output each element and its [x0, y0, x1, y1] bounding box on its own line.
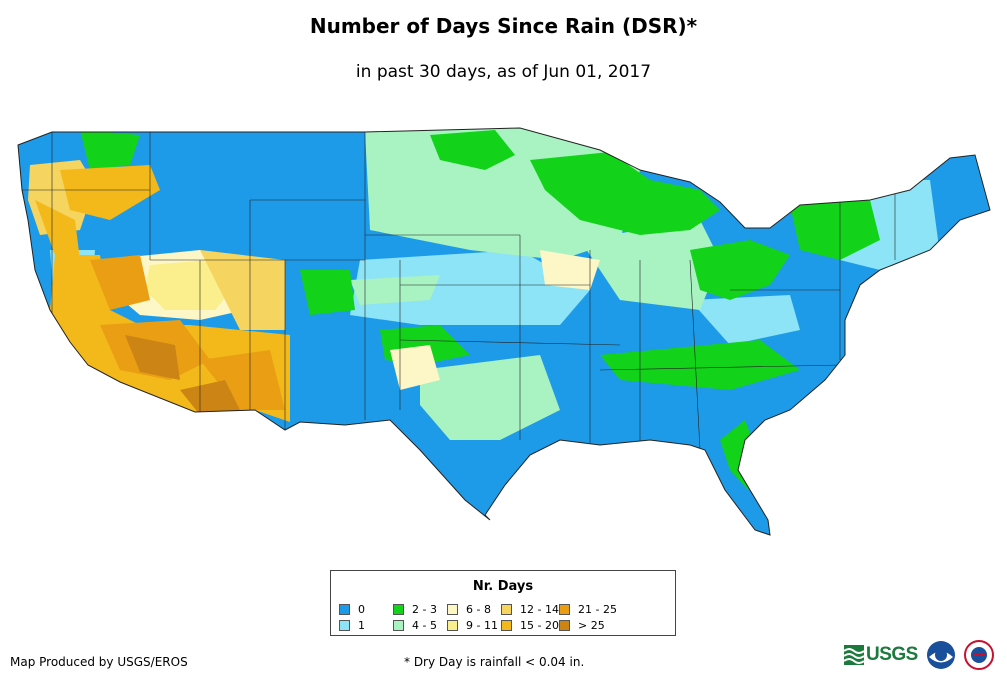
legend-swatch [447, 619, 459, 631]
legend-swatch [339, 619, 350, 631]
legend-grid: 0 1 2 - 3 4 - 5 6 - 8 9 - 11 12 - 14 15 - 20 21 … [339, 601, 671, 633]
legend-item: 2 - 3 [393, 601, 447, 617]
legend-swatch [559, 619, 571, 631]
legend-label: 6 - 8 [466, 602, 491, 616]
legend-swatch [501, 603, 513, 615]
usgs-logo: USGS [844, 644, 920, 666]
legend-item: 15 - 20 [501, 617, 559, 633]
legend-item: > 25 [559, 617, 617, 633]
legend-label: 0 [358, 602, 365, 616]
legend-item: 6 - 8 [447, 601, 501, 617]
legend-item: 12 - 14 [501, 601, 559, 617]
legend-item: 4 - 5 [393, 617, 447, 633]
legend-item: 1 [339, 617, 393, 633]
legend-swatch [559, 603, 571, 615]
legend-label: 9 - 11 [466, 618, 498, 632]
map-title: Number of Days Since Rain (DSR)* [309, 14, 698, 38]
legend-swatch [393, 619, 405, 631]
usgs-wordmark: USGS [866, 644, 918, 665]
legend-label: 1 [358, 618, 365, 632]
legend-label: > 25 [578, 618, 605, 632]
legend-label: 12 - 14 [520, 602, 560, 616]
legend-swatch [447, 603, 459, 615]
usgs-wave-icon [844, 645, 864, 665]
us-dsr-map [17, 127, 991, 536]
footnote-text: * Dry Day is rainfall < 0.04 in. [404, 655, 585, 669]
legend-item: 9 - 11 [447, 617, 501, 633]
legend-label: 4 - 5 [412, 618, 437, 632]
legend-title: Nr. Days [472, 579, 534, 594]
noaa-icon [927, 641, 955, 669]
legend-label: 21 - 25 [578, 602, 617, 616]
legend-item: 21 - 25 [559, 601, 617, 617]
legend-item: 0 [339, 601, 393, 617]
legend-label: 2 - 3 [412, 602, 437, 616]
legend-label: 15 - 20 [520, 618, 560, 632]
nws-icon [964, 640, 994, 670]
legend-swatch [339, 603, 350, 615]
legend: Nr. Days 0 1 2 - 3 4 - 5 6 - 8 9 - 11 12 - 14 1… [330, 570, 676, 636]
legend-swatch [501, 619, 513, 631]
map-subtitle: in past 30 days, as of Jun 01, 2017 [355, 62, 652, 82]
legend-swatch [393, 603, 405, 615]
credit-text: Map Produced by USGS/EROS [10, 655, 188, 669]
